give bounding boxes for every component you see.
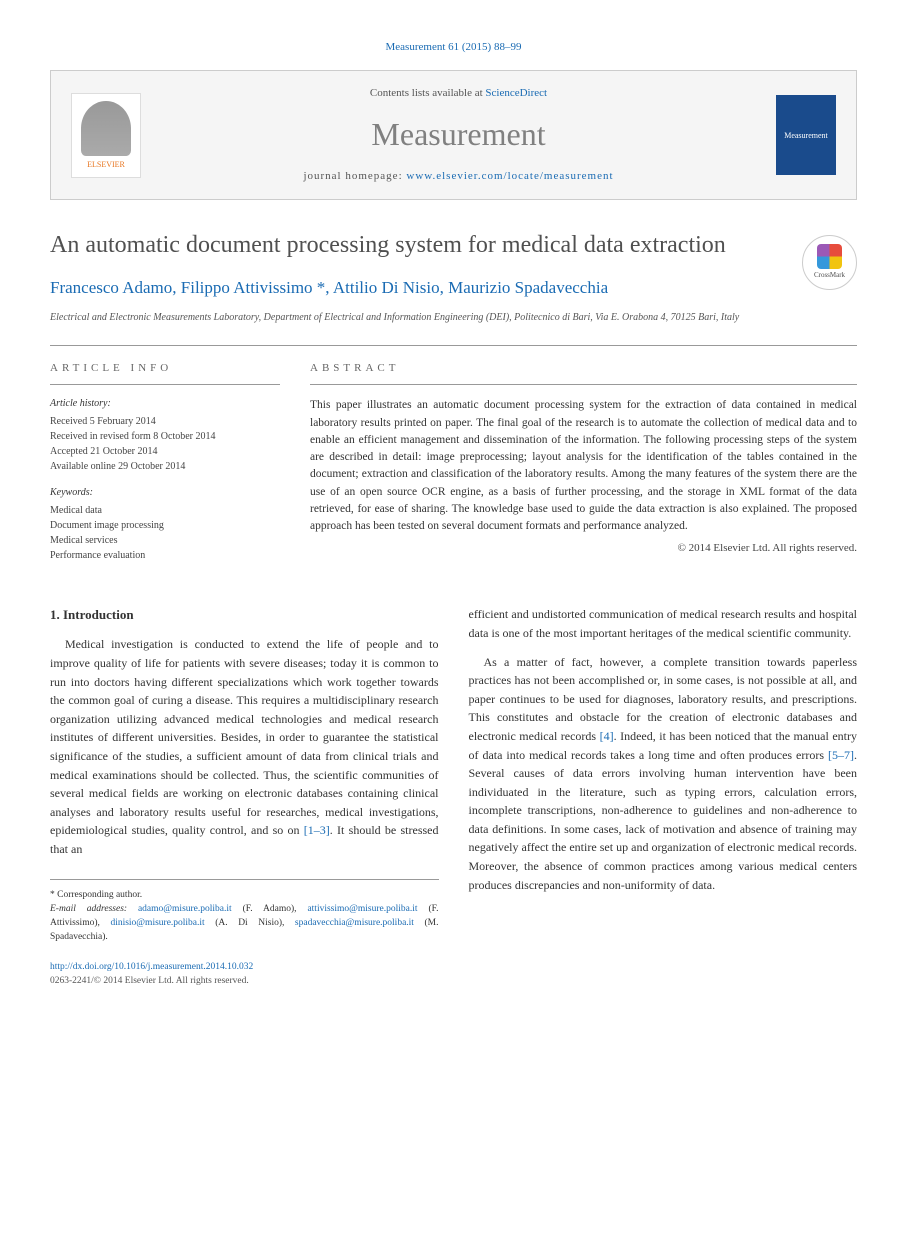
authors-line: Francesco Adamo, Filippo Attivissimo *, … (50, 276, 857, 300)
journal-banner: ELSEVIER Contents lists available at Sci… (50, 70, 857, 200)
copyright-line: © 2014 Elsevier Ltd. All rights reserved… (310, 541, 857, 556)
body-column-left: 1. Introduction Medical investigation is… (50, 605, 439, 989)
contents-prefix: Contents lists available at (370, 87, 485, 99)
keyword: Medical services (50, 533, 280, 548)
sciencedirect-link[interactable]: ScienceDirect (485, 87, 547, 99)
history-line: Available online 29 October 2014 (50, 459, 280, 474)
email-link[interactable]: adamo@misure.poliba.it (138, 904, 232, 914)
article-info-heading: ARTICLE INFO (50, 361, 280, 385)
email-addresses: E-mail addresses: adamo@misure.poliba.it… (50, 902, 439, 945)
body-columns: 1. Introduction Medical investigation is… (50, 605, 857, 989)
history-line: Received 5 February 2014 (50, 414, 280, 429)
doi-link[interactable]: http://dx.doi.org/10.1016/j.measurement.… (50, 962, 253, 972)
body-column-right: efficient and undistorted communication … (469, 605, 858, 989)
body-text: Medical investigation is conducted to ex… (50, 637, 439, 837)
body-paragraph: As a matter of fact, however, a complete… (469, 653, 858, 895)
keywords-block: Keywords: Medical data Document image pr… (50, 486, 280, 563)
history-block: Article history: Received 5 February 201… (50, 397, 280, 474)
history-line: Received in revised form 8 October 2014 (50, 429, 280, 444)
history-label: Article history: (50, 397, 280, 411)
abstract-column: ABSTRACT This paper illustrates an autom… (310, 361, 857, 575)
keyword: Document image processing (50, 518, 280, 533)
article-title: An automatic document processing system … (50, 230, 857, 261)
keyword: Medical data (50, 503, 280, 518)
citation-header: Measurement 61 (2015) 88–99 (50, 40, 857, 55)
info-abstract-row: ARTICLE INFO Article history: Received 5… (50, 345, 857, 575)
article-info-column: ARTICLE INFO Article history: Received 5… (50, 361, 280, 575)
affiliation: Electrical and Electronic Measurements L… (50, 310, 857, 325)
abstract-heading: ABSTRACT (310, 361, 857, 385)
crossmark-icon (817, 244, 842, 269)
body-paragraph: efficient and undistorted communication … (469, 605, 858, 642)
homepage-line: journal homepage: www.elsevier.com/locat… (161, 169, 756, 184)
journal-name: Measurement (161, 112, 756, 157)
abstract-text: This paper illustrates an automatic docu… (310, 397, 857, 535)
ref-link[interactable]: [1–3] (304, 823, 330, 837)
footer-block: * Corresponding author. E-mail addresses… (50, 879, 439, 945)
issn-line: 0263-2241/© 2014 Elsevier Ltd. All right… (50, 974, 439, 989)
corresponding-author: * Corresponding author. (50, 888, 439, 902)
publisher-name: ELSEVIER (87, 159, 125, 170)
crossmark-badge[interactable]: CrossMark (802, 235, 857, 290)
homepage-prefix: journal homepage: (303, 170, 406, 182)
ref-link[interactable]: [4] (600, 729, 614, 743)
ref-link[interactable]: [5–7] (828, 748, 854, 762)
title-text: An automatic document processing system … (50, 232, 726, 258)
journal-cover-thumbnail[interactable]: Measurement (776, 95, 836, 175)
section-heading: 1. Introduction (50, 605, 439, 625)
cover-text: Measurement (784, 130, 828, 141)
crossmark-label: CrossMark (814, 271, 845, 280)
email-who: (F. Adamo), (232, 904, 308, 914)
doi-line: http://dx.doi.org/10.1016/j.measurement.… (50, 960, 439, 975)
contents-line: Contents lists available at ScienceDirec… (161, 86, 756, 101)
email-link[interactable]: spadavecchia@misure.poliba.it (295, 918, 414, 928)
keywords-label: Keywords: (50, 486, 280, 500)
keyword: Performance evaluation (50, 548, 280, 563)
body-paragraph: Medical investigation is conducted to ex… (50, 635, 439, 858)
email-who: (A. Di Nisio), (205, 918, 295, 928)
page-container: Measurement 61 (2015) 88–99 ELSEVIER Con… (0, 0, 907, 1029)
banner-center: Contents lists available at ScienceDirec… (161, 86, 756, 184)
email-label: E-mail addresses: (50, 904, 138, 914)
history-line: Accepted 21 October 2014 (50, 444, 280, 459)
body-text: . Several causes of data errors involvin… (469, 748, 858, 892)
email-link[interactable]: dinisio@misure.poliba.it (110, 918, 204, 928)
homepage-link[interactable]: www.elsevier.com/locate/measurement (406, 170, 613, 182)
citation-link[interactable]: Measurement 61 (2015) 88–99 (386, 41, 522, 53)
email-link[interactable]: attivissimo@misure.poliba.it (307, 904, 417, 914)
elsevier-tree-icon (81, 101, 131, 156)
publisher-logo[interactable]: ELSEVIER (71, 93, 141, 178)
